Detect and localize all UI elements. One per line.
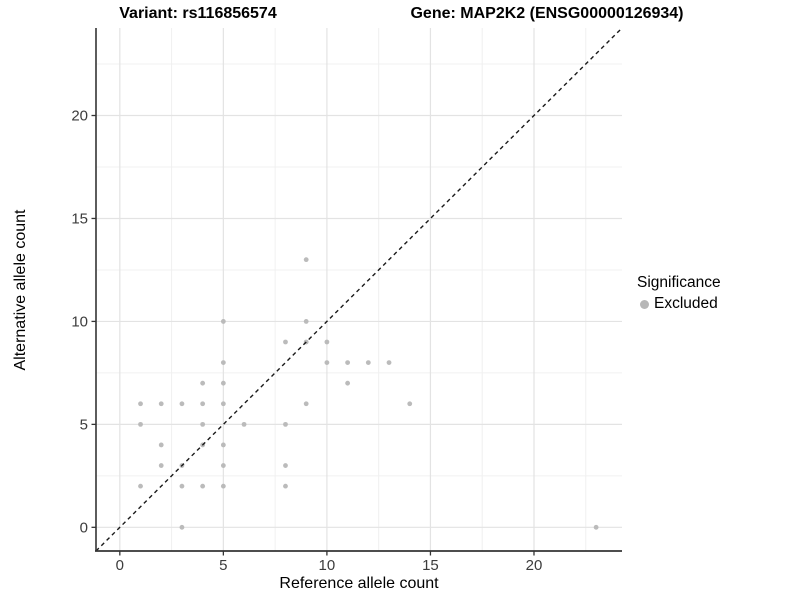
x-tick-label: 20 [526,557,543,574]
data-point [138,421,143,427]
data-point [220,401,226,407]
x-axis-title: Reference allele count [279,575,439,592]
major-gridlines [96,28,622,551]
legend-title: Significance [637,274,721,291]
data-point [241,421,247,427]
data-point [345,380,351,386]
x-tick-label: 0 [116,557,124,574]
data-point [200,380,206,386]
y-axis-title: Alternative allele count [12,209,29,371]
legend-item-label: Excluded [654,295,718,312]
data-point [345,360,351,365]
y-tick-label: 15 [71,210,88,227]
data-point [220,442,226,448]
data-point [283,339,288,345]
x-tick-label: 10 [319,557,336,574]
data-point [324,339,330,345]
data-point [200,421,206,427]
data-point [365,360,371,365]
data-points [138,257,599,530]
data-point [220,319,226,324]
data-point [179,483,185,489]
data-point [179,401,185,407]
data-point [220,463,226,468]
data-point [283,463,288,468]
data-point [324,360,330,365]
legend-point-icon [640,299,649,309]
legend-item-excluded: Excluded [640,295,721,313]
data-point [220,360,226,365]
legend: Significance Excluded [637,274,721,313]
y-tick-label: 5 [80,416,88,433]
data-point [303,319,309,324]
data-point [283,421,288,427]
plot-title-gene: Gene: MAP2K2 (ENSG00000126934) [410,5,684,22]
data-point [200,401,206,407]
plot-title-variant: Variant: rs116856574 [119,5,277,22]
data-point [220,483,226,489]
tick-labels: 0 5 10 15 20 0 5 10 15 20 [71,108,542,574]
data-point [138,483,143,489]
data-point [407,401,413,407]
x-tick-label: 5 [219,557,227,574]
data-point [593,524,599,530]
identity-line [95,27,623,552]
data-point [220,380,226,386]
y-tick-label: 20 [71,108,88,125]
x-tick-label: 15 [422,557,439,574]
data-point [158,442,164,448]
data-point [303,401,309,407]
data-point [386,360,392,365]
data-point [179,524,185,530]
data-point [283,483,288,489]
data-point [158,401,164,407]
y-tick-label: 10 [71,313,88,330]
y-tick-label: 0 [80,519,88,536]
data-point [138,401,143,407]
data-point [158,463,164,468]
data-point [303,257,309,263]
axis-ticks [91,114,535,556]
data-point [200,483,206,489]
